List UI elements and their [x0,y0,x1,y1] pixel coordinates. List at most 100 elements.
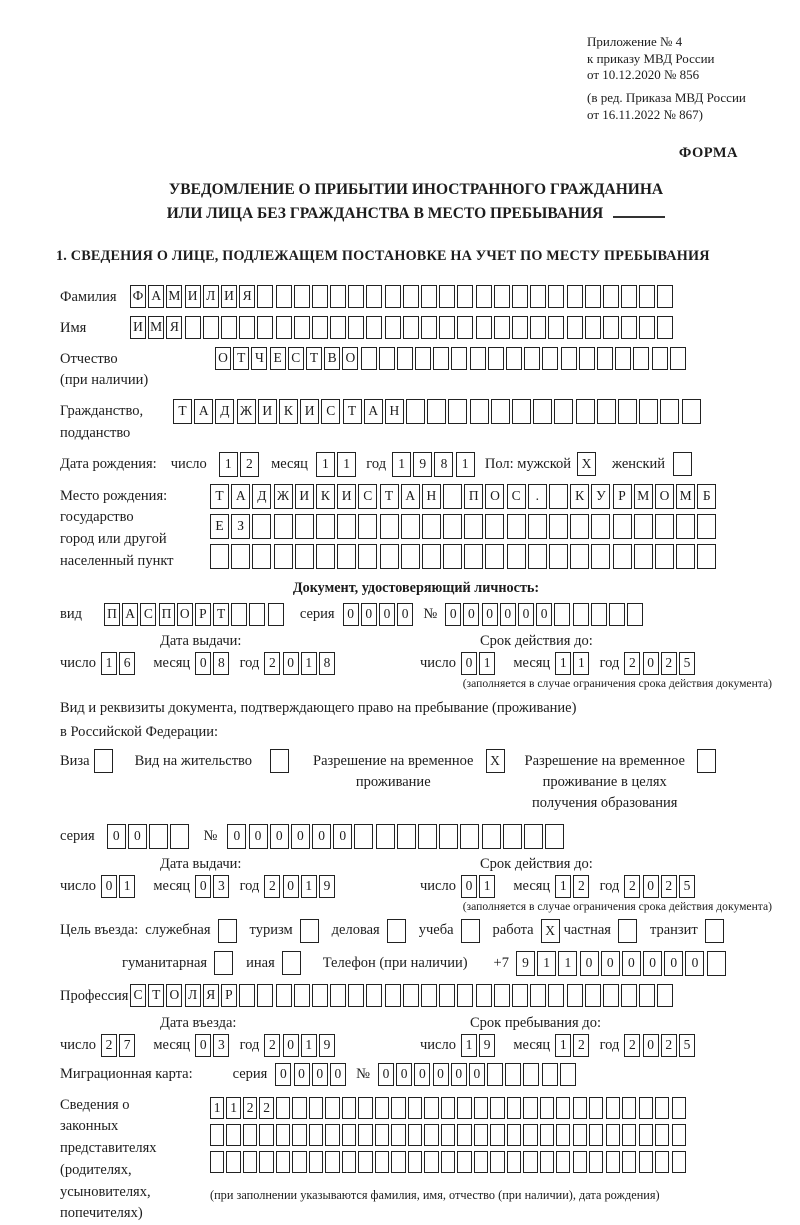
form-cell[interactable] [379,513,399,539]
form-cell[interactable]: И [257,399,277,425]
form-cell[interactable] [391,1150,406,1173]
form-cell[interactable]: 0 [445,602,462,626]
form-cell[interactable]: 2 [239,451,259,477]
form-cell[interactable]: 0 [248,823,268,849]
form-cell[interactable]: Ж [236,399,256,425]
form-cell[interactable] [475,983,492,1007]
form-cell[interactable] [560,346,577,370]
form-cell[interactable]: 0 [195,874,212,898]
form-cell[interactable]: Л [184,983,201,1007]
form-cell[interactable] [358,1096,373,1119]
form-cell[interactable] [589,1096,604,1119]
sex-male-checkbox[interactable]: X [577,452,597,477]
form-cell[interactable] [273,543,293,569]
form-cell[interactable]: 2 [573,874,590,898]
form-cell[interactable] [621,285,638,309]
form-cell[interactable]: 0 [100,874,117,898]
form-cell[interactable]: 1 [455,451,475,477]
temp-residence-checkbox[interactable]: X [485,748,505,773]
form-cell[interactable] [622,1123,637,1146]
form-cell[interactable] [524,346,541,370]
form-cell[interactable]: 0 [642,1033,659,1057]
form-cell[interactable]: И [337,483,357,509]
form-cell[interactable]: 0 [282,874,299,898]
form-cell[interactable] [602,285,619,309]
form-cell[interactable]: П [158,602,175,626]
form-cell[interactable] [639,399,659,425]
form-cell[interactable] [292,1150,307,1173]
form-cell[interactable] [259,1150,274,1173]
form-cell[interactable] [415,346,432,370]
form-cell[interactable]: 1 [573,651,590,675]
form-cell[interactable]: О [215,346,231,370]
form-cell[interactable]: 6 [119,651,136,675]
form-cell[interactable]: 0 [499,602,516,626]
form-cell[interactable] [366,285,383,309]
form-cell[interactable]: 0 [460,874,477,898]
form-cell[interactable]: О [342,346,359,370]
form-cell[interactable] [325,1123,340,1146]
form-cell[interactable] [311,983,328,1007]
form-cell[interactable] [407,1123,423,1146]
form-cell[interactable]: 0 [643,950,663,976]
form-cell[interactable] [556,1096,571,1119]
form-cell[interactable] [457,1096,472,1119]
form-cell[interactable]: 8 [213,651,230,675]
form-cell[interactable] [396,823,416,849]
form-cell[interactable]: Я [239,285,256,309]
form-cell[interactable] [275,983,292,1007]
form-cell[interactable] [337,543,357,569]
form-cell[interactable]: Т [173,399,192,425]
form-cell[interactable]: 0 [621,950,641,976]
form-cell[interactable] [267,602,284,626]
form-cell[interactable]: И [294,483,314,509]
form-cell[interactable] [242,1150,258,1173]
form-cell[interactable] [464,543,484,569]
form-cell[interactable]: К [278,399,298,425]
form-cell[interactable] [337,513,357,539]
form-cell[interactable] [654,543,674,569]
purpose-official-checkbox[interactable] [217,918,237,943]
form-cell[interactable] [384,315,401,339]
form-cell[interactable]: 0 [450,1062,467,1086]
form-cell[interactable]: Т [342,399,362,425]
form-cell[interactable] [590,602,607,626]
residence-permit-checkbox[interactable] [270,748,290,773]
form-cell[interactable] [697,543,717,569]
form-cell[interactable] [421,983,437,1007]
temp-residence-edu-checkbox[interactable] [696,748,716,773]
form-cell[interactable] [308,1150,324,1173]
form-cell[interactable] [396,346,413,370]
form-cell[interactable]: 0 [195,1033,212,1057]
form-cell[interactable] [325,1150,340,1173]
form-cell[interactable] [566,315,583,339]
form-cell[interactable] [391,1123,406,1146]
form-cell[interactable] [523,823,543,849]
form-cell[interactable] [149,823,169,849]
form-cell[interactable]: 1 [479,651,496,675]
form-cell[interactable] [548,285,565,309]
form-cell[interactable] [400,543,420,569]
form-cell[interactable] [440,1150,456,1173]
form-cell[interactable] [421,315,437,339]
form-cell[interactable]: 1 [300,651,317,675]
form-cell[interactable] [418,823,438,849]
form-cell[interactable] [638,1123,653,1146]
form-cell[interactable] [655,1150,670,1173]
form-cell[interactable] [602,983,619,1007]
form-cell[interactable] [354,823,374,849]
form-cell[interactable] [348,285,365,309]
form-cell[interactable] [505,1062,522,1086]
purpose-transit-checkbox[interactable] [704,918,724,943]
purpose-other-checkbox[interactable] [281,951,301,976]
representatives-cells-row3[interactable] [210,1150,688,1173]
form-cell[interactable] [559,1062,576,1086]
